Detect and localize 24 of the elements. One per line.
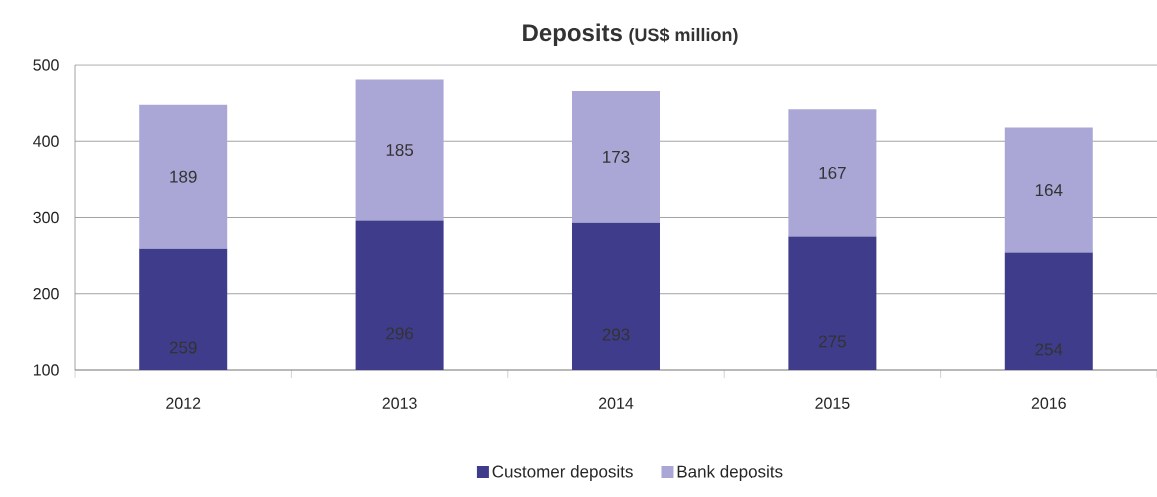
data-label: 259: [169, 341, 197, 354]
data-label: 189: [170, 170, 197, 183]
x-tick-label: 2013: [382, 397, 417, 409]
y-tick-label: 300: [33, 211, 59, 224]
x-tick-label: 2014: [599, 397, 634, 409]
data-label: 275: [819, 335, 846, 348]
data-label: 254: [1035, 343, 1063, 356]
y-tick-label: 200: [33, 288, 59, 300]
data-label: 185: [386, 144, 414, 157]
chart-title: Deposits: [523, 23, 622, 46]
x-tick-label: 2016: [1031, 397, 1066, 409]
y-tick-label: 400: [33, 135, 59, 147]
x-tick-label: 2015: [815, 397, 850, 409]
y-tick-label: 100: [33, 364, 59, 376]
chart-subtitle: (US$ million): [629, 27, 738, 45]
data-label: 164: [1035, 184, 1063, 197]
data-label: 173: [603, 150, 630, 163]
data-label: 167: [819, 166, 846, 179]
legend-label: Customer deposits: [492, 465, 633, 481]
data-label: 293: [602, 328, 630, 341]
legend-label: Bank deposits: [677, 465, 783, 481]
x-tick-label: 2012: [166, 397, 201, 409]
data-label: 296: [386, 327, 414, 340]
y-tick-label: 500: [33, 59, 59, 71]
